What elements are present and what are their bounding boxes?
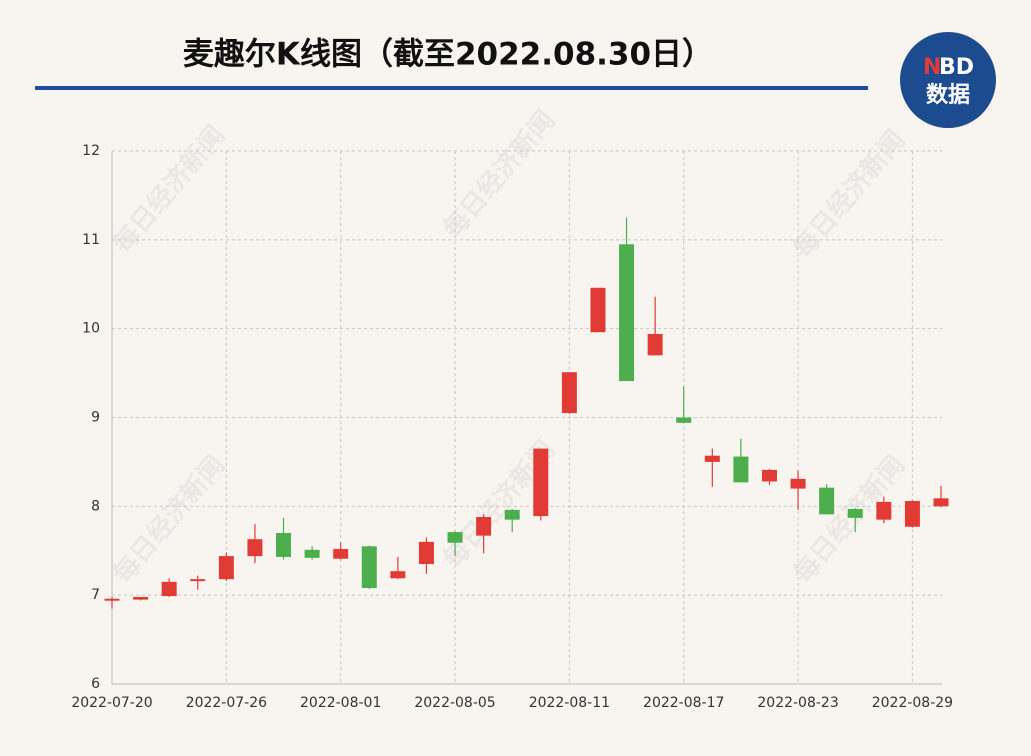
- title-rule: [35, 86, 868, 90]
- y-tick-label: 9: [91, 410, 100, 426]
- x-tick-label: 2022-08-17: [643, 695, 724, 711]
- logo-n: N: [923, 55, 941, 80]
- candle-body: [847, 508, 863, 518]
- candle-body: [418, 541, 434, 565]
- candle-body: [276, 532, 292, 557]
- y-tick-label: 6: [91, 676, 100, 692]
- candle-body: [561, 372, 577, 414]
- y-tick-label: 10: [82, 321, 100, 337]
- y-tick-label: 8: [91, 498, 100, 514]
- candle-body: [761, 469, 777, 482]
- candle-body: [676, 417, 692, 423]
- candle-body: [647, 333, 663, 356]
- candle-body: [790, 478, 806, 489]
- candle-body: [533, 448, 549, 517]
- candle-body: [590, 287, 606, 333]
- logo-circle: [900, 32, 996, 128]
- candle-body: [704, 455, 720, 462]
- x-tick-label: 2022-08-05: [414, 695, 495, 711]
- y-tick-label: 12: [82, 143, 100, 159]
- candle-body: [104, 598, 120, 601]
- candle-body: [218, 556, 234, 580]
- candle-body: [447, 532, 463, 543]
- candle-body: [190, 579, 206, 582]
- candle-body: [390, 571, 406, 579]
- candle-body: [819, 487, 835, 515]
- candle-body: [133, 596, 149, 600]
- x-tick-label: 2022-08-11: [529, 695, 610, 711]
- y-tick-label: 7: [91, 587, 100, 603]
- x-tick-label: 2022-08-29: [872, 695, 953, 711]
- candle-body: [933, 498, 949, 507]
- x-tick-label: 2022-08-01: [300, 695, 381, 711]
- y-tick-label: 11: [82, 232, 100, 248]
- chart-title: 麦趣尔K线图（截至2022.08.30日）: [183, 37, 713, 73]
- candle-body: [304, 549, 320, 558]
- candle-body: [504, 509, 520, 520]
- candle-body: [247, 539, 263, 557]
- candle-body: [733, 456, 749, 483]
- logo-text: 数据: [926, 82, 970, 108]
- candle-body: [876, 501, 892, 520]
- x-tick-label: 2022-07-20: [71, 695, 152, 711]
- candle-body: [161, 581, 177, 597]
- candle-body: [333, 548, 349, 559]
- candle-body: [361, 546, 377, 589]
- x-tick-label: 2022-07-26: [186, 695, 267, 711]
- candle-body: [619, 244, 635, 382]
- logo-bd: BD: [939, 55, 974, 80]
- x-tick-label: 2022-08-23: [757, 695, 838, 711]
- candle-body: [476, 516, 492, 536]
- candle-body: [904, 501, 920, 527]
